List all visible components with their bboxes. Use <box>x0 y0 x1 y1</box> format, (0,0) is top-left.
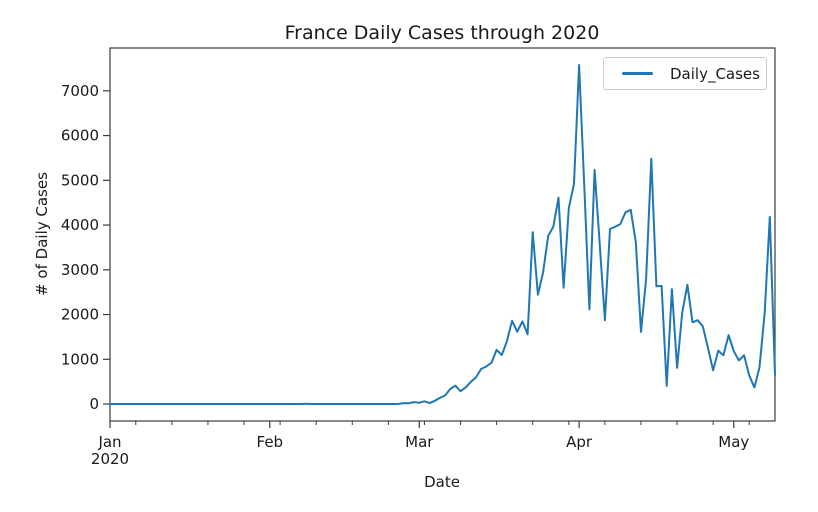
x-tick-label: Apr <box>566 433 593 451</box>
x-tick-label: May <box>718 433 749 451</box>
x-tick-label: Mar <box>405 433 434 451</box>
x-axis-year-label: 2020 <box>91 450 129 468</box>
legend: Daily_Cases <box>603 57 767 90</box>
y-tick-label: 1000 <box>61 350 99 368</box>
y-tick-label: 6000 <box>61 127 99 145</box>
x-axis-label: Date <box>424 473 460 491</box>
x-tick-label: Feb <box>257 433 284 451</box>
legend-line-sample-icon <box>622 72 653 75</box>
y-tick-label: 3000 <box>61 261 99 279</box>
y-tick-label: 5000 <box>61 171 99 189</box>
plot-border <box>109 47 776 422</box>
y-tick-label: 0 <box>89 395 99 413</box>
y-tick-label: 4000 <box>61 216 99 234</box>
y-tick-label: 2000 <box>61 306 99 324</box>
chart-title: France Daily Cases through 2020 <box>284 22 600 44</box>
y-axis-label: # of Daily Cases <box>33 172 51 296</box>
x-tick-label: Jan <box>97 433 121 451</box>
y-tick-label: 7000 <box>61 82 99 100</box>
legend-label: Daily_Cases <box>670 64 760 83</box>
series-line-Daily_Cases <box>109 64 776 405</box>
